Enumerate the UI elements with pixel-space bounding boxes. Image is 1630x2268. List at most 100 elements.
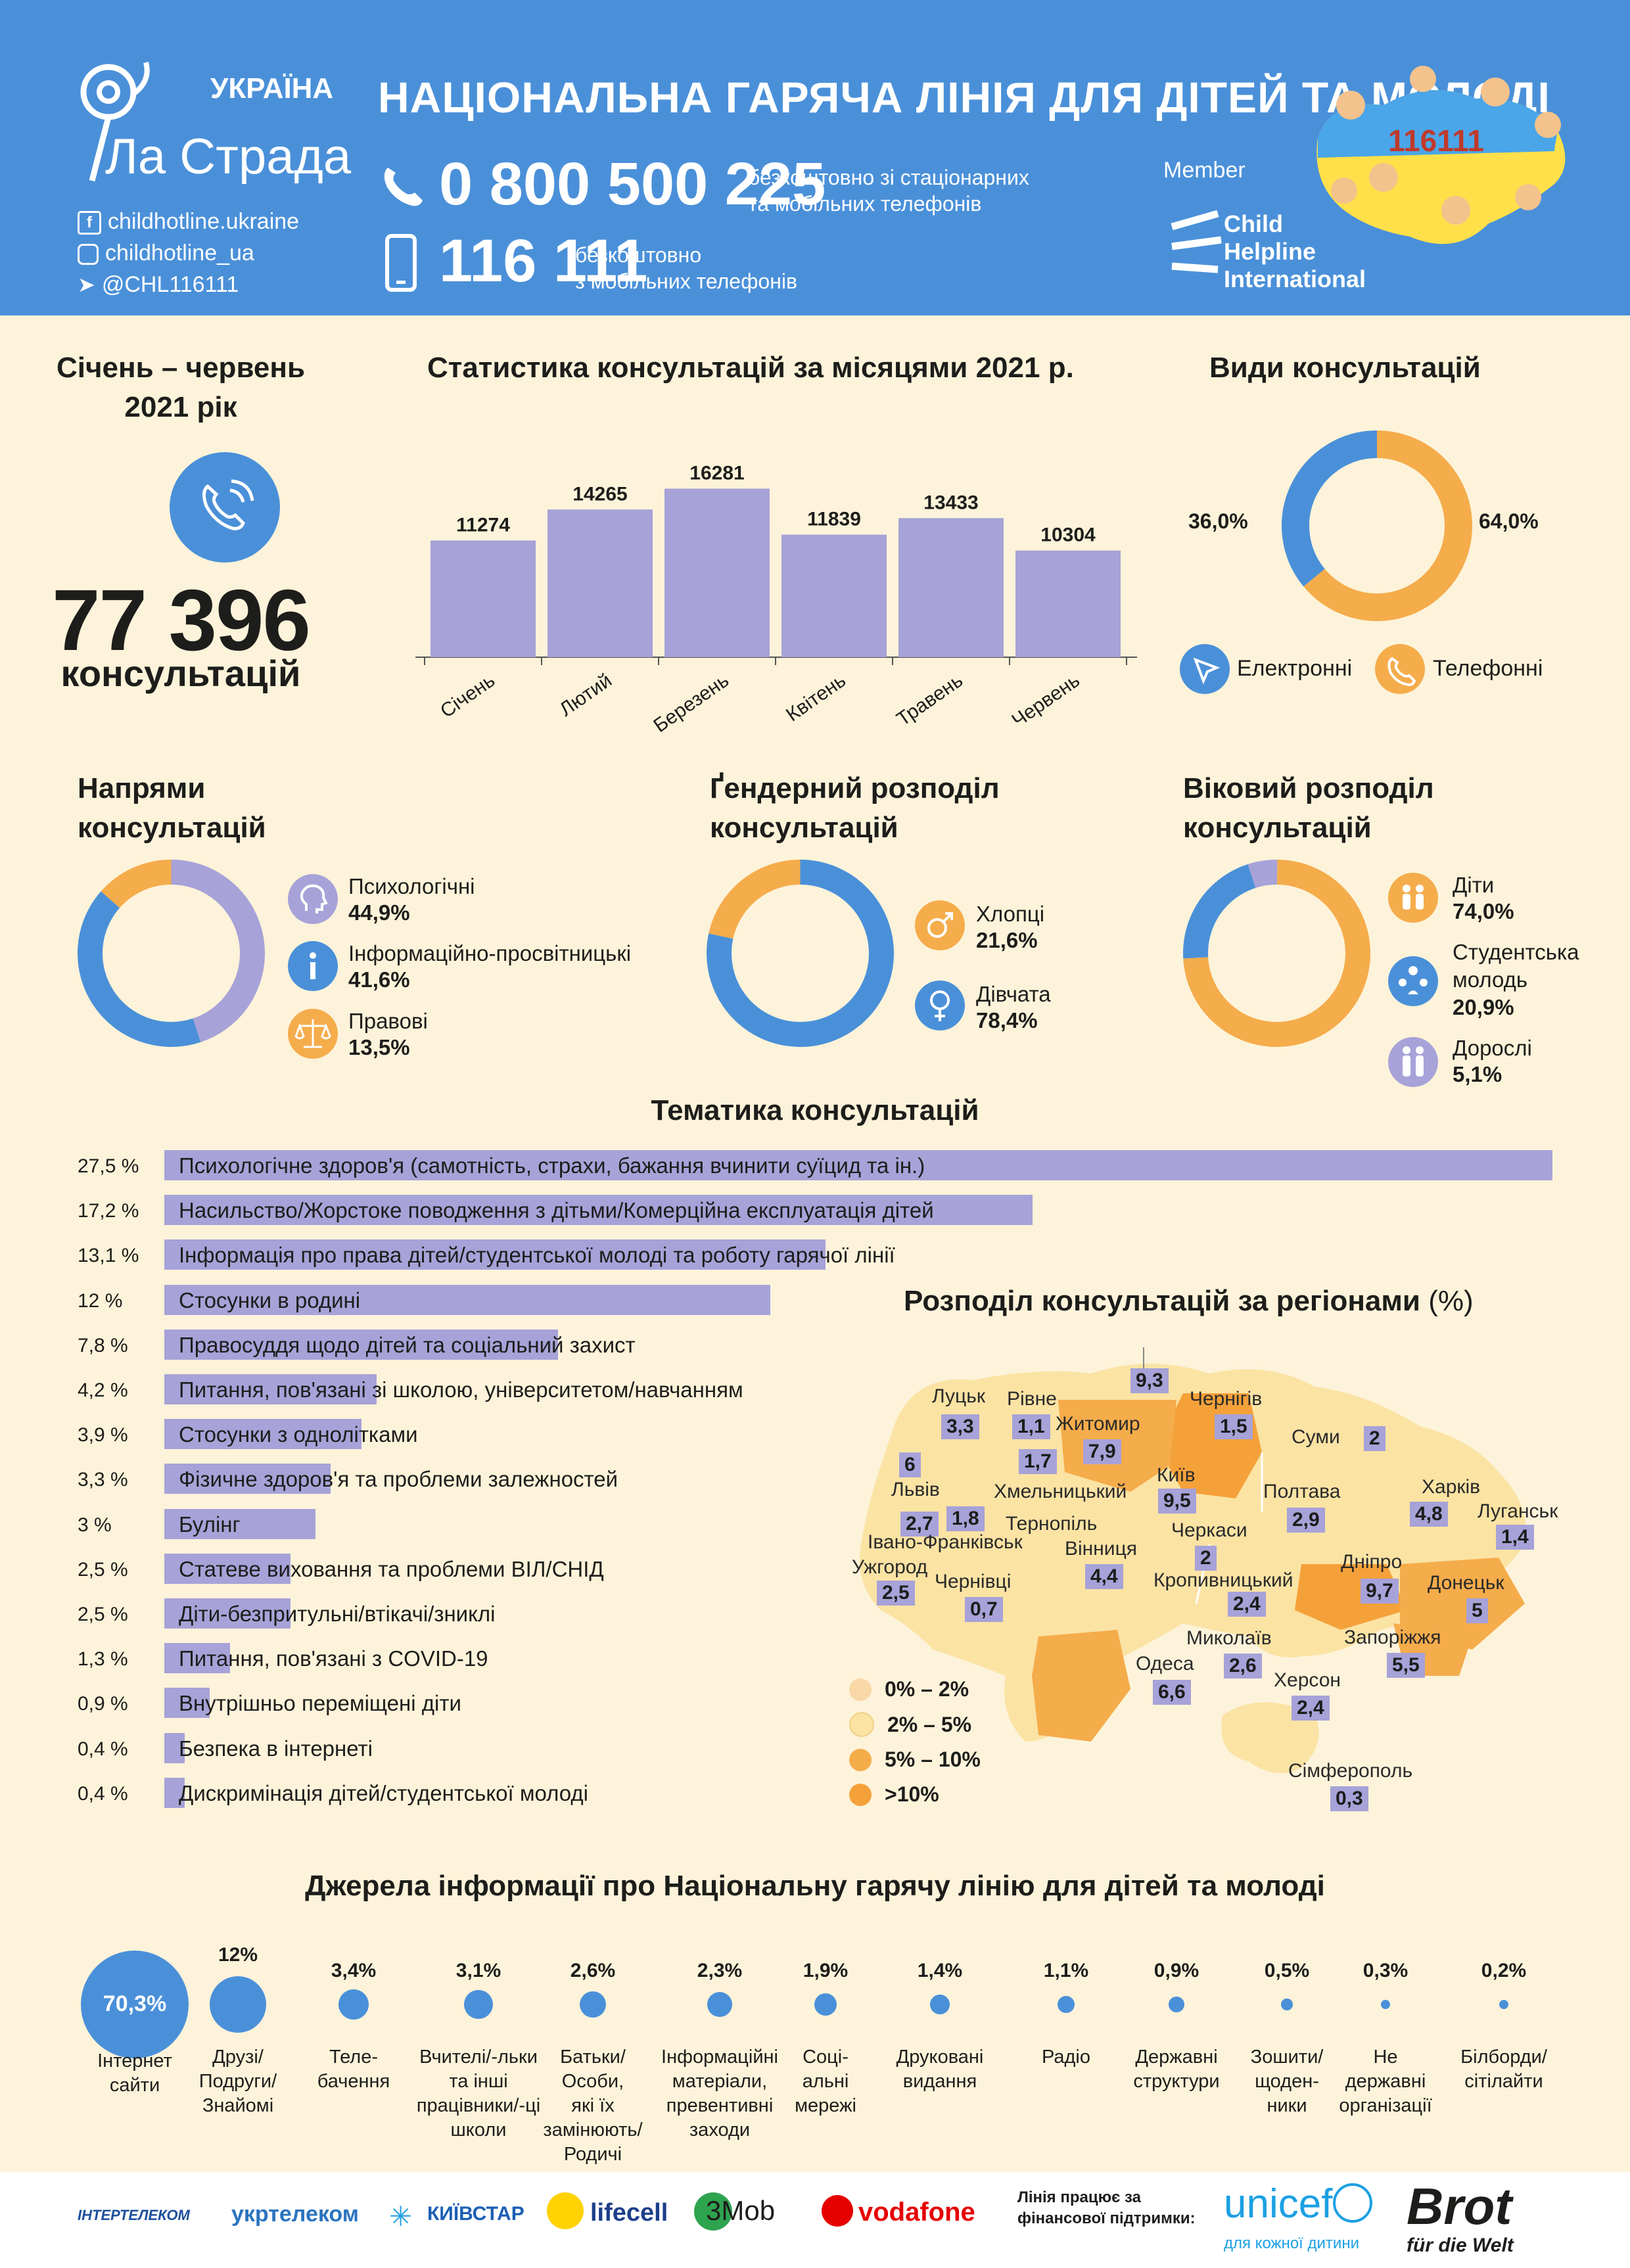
period-line1: Січень – червень: [56, 352, 306, 384]
map-city-label: Черкаси: [1171, 1519, 1247, 1541]
dir-item-2-value: 41,6%: [348, 967, 410, 992]
social-facebook[interactable]: f childhotline.ukraine: [78, 209, 299, 235]
map-value-label: 2,4: [1292, 1696, 1330, 1721]
topic-label: Питання, пов'язані зі школою, університе…: [179, 1377, 743, 1402]
map-city-label: Луганськ: [1478, 1500, 1558, 1522]
topic-bar: [164, 1643, 230, 1674]
source-category-line: Білборди/: [1460, 2047, 1547, 2068]
source-category-line: ники: [1267, 2095, 1307, 2116]
source-category-line: які їх: [571, 2095, 615, 2116]
source-category-line: Знайомі: [202, 2095, 274, 2116]
topic-label: Інформація про права дітей/студентської …: [179, 1243, 895, 1268]
instagram-icon: [78, 244, 99, 266]
source-category-line: Родичі: [563, 2144, 622, 2165]
map-value-label: 5,5: [1387, 1653, 1425, 1678]
social-telegram[interactable]: ➤ @CHL116111: [78, 272, 239, 297]
topic-label: Стосунки з однолітками: [179, 1422, 418, 1447]
brot-logo: Brot: [1407, 2177, 1512, 2235]
phone-circle-icon: [170, 452, 280, 563]
ukrtelecom-logo: укртелеком: [231, 2202, 359, 2227]
phone1-note-line1: безкоштовно зі стаціонарних: [748, 166, 1029, 189]
lifecell-icon: [547, 2192, 584, 2229]
topic-value-label: 17,2 %: [78, 1200, 139, 1222]
total-label: консультацій: [60, 653, 301, 694]
map-value-label: 9,7: [1361, 1579, 1399, 1604]
source-value-label: 0,3%: [1362, 1960, 1409, 1981]
bar-1: [547, 509, 653, 657]
map-value-label: 1,4: [1496, 1525, 1534, 1550]
donut-slice-1: [1282, 430, 1378, 587]
total-consultations: 77 396: [52, 572, 311, 668]
age-item-2-label-1: Студентська: [1453, 940, 1579, 964]
legend-dot: [849, 1783, 872, 1806]
topic-label: Безпека в інтернеті: [179, 1736, 373, 1761]
topic-bar: [164, 1329, 559, 1360]
source-category-label: Соці-альні мережі: [760, 2045, 891, 2118]
facebook-icon: f: [78, 211, 101, 235]
vodafone-icon: [822, 2195, 853, 2227]
map-value-label: 6,6: [1153, 1680, 1191, 1705]
gender-item-1-label: Хлопці: [976, 902, 1045, 926]
org-name: Ла Страда: [105, 129, 352, 185]
map-city-label: Чернігів: [1190, 1388, 1263, 1410]
types-label-electronic: 36,0%: [1188, 509, 1248, 533]
source-category-label: Білборди/сітілайти: [1438, 2045, 1570, 2094]
topic-value-label: 1,3 %: [78, 1648, 128, 1671]
source-category-line: щоден-: [1255, 2071, 1319, 2092]
topic-value-label: 0,4 %: [78, 1782, 128, 1805]
period-line2: 2021 рік: [124, 391, 237, 423]
source-category-line: заходи: [689, 2119, 751, 2141]
map-value-label: 0,3: [1330, 1786, 1368, 1811]
legend-item-3: >10%: [849, 1782, 981, 1807]
monthly-bar-chart: 11274 Січень 14265 Лютий 16281 Березень 11839 К…: [415, 463, 1137, 737]
source-category-label: Радіо: [1000, 2045, 1132, 2070]
source-bubble: [930, 1995, 950, 2014]
topic-label: Питання, пов'язані з COVID-19: [179, 1646, 488, 1671]
topic-label: Булінг: [179, 1512, 241, 1537]
source-value-label: 0,9%: [1153, 1960, 1199, 1981]
source-category-line: Зошити/: [1250, 2047, 1324, 2068]
age-title-1: Віковий розподіл: [1183, 772, 1434, 804]
source-category-label: Державні структури: [1111, 2045, 1242, 2094]
male-icon: [915, 900, 965, 950]
age-donut: [1183, 860, 1370, 1047]
gender-donut: [707, 860, 894, 1047]
topic-value-label: 13,1 %: [78, 1245, 139, 1267]
map-value-label: 2: [1195, 1546, 1217, 1571]
phone1-note-line2: та мобільних телефонів: [748, 192, 982, 216]
source-category-line: Теле-: [329, 2047, 378, 2068]
bar-value-label: 13433: [923, 492, 978, 513]
phone-number-1[interactable]: 0 800 500 225: [439, 150, 826, 218]
dir-item-2-label: Інформаційно-просвітницькі: [348, 941, 632, 965]
phone-number-2[interactable]: 116 111: [439, 227, 648, 294]
topic-label: Статеве виховання та проблеми ВІЛ/СНІД: [179, 1556, 604, 1581]
age-item-3-value: 5,1%: [1453, 1062, 1502, 1086]
map-value-label: 4,8: [1410, 1502, 1448, 1527]
bar-5: [1015, 550, 1121, 657]
legend-dot: [849, 1678, 872, 1701]
source-bubble: [579, 1991, 607, 2018]
map-value-label: 2,6: [1224, 1654, 1262, 1678]
map-city-label: Рівне: [1007, 1388, 1057, 1410]
map-value-label: 3,3: [941, 1414, 979, 1439]
dir-item-3-value: 13,5%: [348, 1035, 410, 1059]
telegram-icon: ➤: [78, 273, 95, 296]
bar-value-label: 11274: [456, 514, 510, 536]
source-category-line: Друзі/: [212, 2047, 264, 2068]
x-tick-label: Червень: [1008, 670, 1084, 732]
types-legend-phone: Телефонні: [1433, 656, 1543, 681]
donut-slice-2: [1183, 864, 1256, 959]
map-value-label: 1,5: [1215, 1414, 1253, 1439]
gender-title-1: Ґендерний розподіл: [710, 772, 1000, 804]
donut-slice-2: [101, 860, 172, 908]
source-bubble: [1057, 1995, 1075, 2014]
age-item-2-value: 20,9%: [1453, 995, 1514, 1019]
source-value-label: 0,5%: [1264, 1960, 1310, 1981]
map-city-label: Хмельницький: [994, 1481, 1127, 1502]
social-instagram[interactable]: childhotline_ua: [78, 241, 254, 266]
legend-dot: [849, 1712, 874, 1737]
topic-bar: [164, 1195, 1033, 1226]
source-category-line: Соці-: [803, 2047, 849, 2068]
bar-4: [898, 518, 1004, 657]
unicef-logo: unicef: [1224, 2181, 1333, 2227]
